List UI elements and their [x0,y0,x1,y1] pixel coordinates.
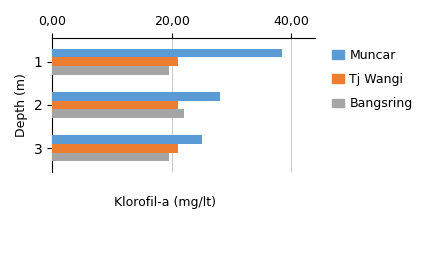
Bar [52,92,220,101]
Bar [52,144,178,153]
Bar [52,135,202,144]
Bar [52,101,178,109]
Legend: Muncar, Tj Wangi, Bangsring: Muncar, Tj Wangi, Bangsring [327,44,418,115]
Text: Klorofil-a (mg/lt): Klorofil-a (mg/lt) [114,196,216,209]
Bar [52,153,169,161]
Bar [52,57,178,66]
Bar [52,109,184,118]
Bar [52,49,283,57]
Bar [52,66,169,74]
Y-axis label: Depth (m): Depth (m) [15,73,28,137]
